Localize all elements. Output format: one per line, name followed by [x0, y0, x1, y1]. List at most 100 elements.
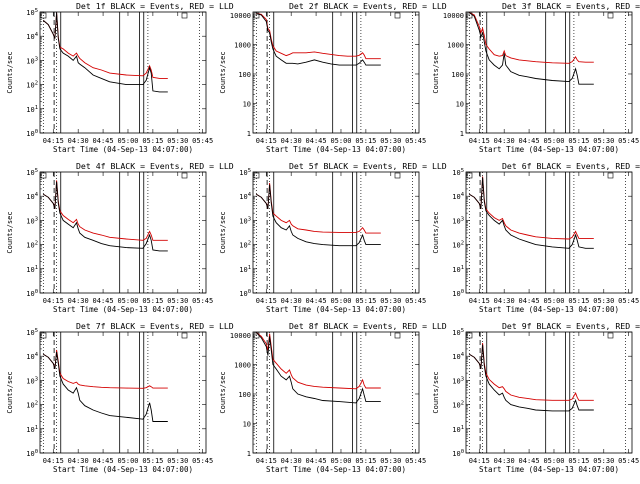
y-tick-label: 104: [452, 192, 464, 201]
plot-frame: [39, 171, 207, 294]
x-tick-label: 04:30: [281, 457, 302, 465]
y-tick-label: 1: [460, 130, 464, 138]
x-tick-label: 05:30: [167, 297, 188, 305]
x-axis-label: Start Time (04-Sep-13 04:07:00): [479, 145, 619, 154]
marker-box: [394, 12, 401, 19]
panel-title: Det 6f BLACK = Events, RED = LLD: [502, 161, 640, 171]
x-tick-label: 04:45: [93, 137, 114, 145]
y-axis-label: Counts/sec: [219, 371, 227, 413]
x-tick-label: 05:45: [405, 297, 426, 305]
y-axis-label: Counts/sec: [6, 211, 14, 253]
panel-det-2: Det 2f BLACK = Events, RED = LLD 1 10 100 10…: [219, 1, 447, 154]
x-tick-label: 05:45: [192, 137, 213, 145]
x-tick-label: 04:45: [93, 457, 114, 465]
x-axis-label: Start Time (04-Sep-13 04:07:00): [266, 465, 406, 474]
x-tick-label: 05:30: [167, 137, 188, 145]
x-tick-label: 04:45: [519, 297, 540, 305]
y-tick-label: 105: [26, 328, 38, 337]
panel-title: Det 7f BLACK = Events, RED = LLD: [76, 321, 234, 331]
panel-det-1: Det 1f BLACK = Events, RED = LLD 100 101 10…: [6, 1, 234, 154]
x-tick-label: 05:00: [543, 457, 564, 465]
y-tick-label: 100: [238, 71, 251, 79]
x-tick-label: 04:15: [256, 137, 277, 145]
x-tick-label: 05:30: [593, 297, 614, 305]
plot-frame: [465, 331, 633, 454]
plot-frame: [252, 171, 420, 294]
x-tick-label: 05:00: [330, 297, 351, 305]
series-events: [256, 184, 381, 247]
x-tick-label: 05:15: [142, 297, 163, 305]
y-axis-label: Counts/sec: [219, 51, 227, 93]
x-tick-label: 04:30: [494, 297, 515, 305]
marker-box: [394, 172, 401, 179]
panel-det-4: Det 4f BLACK = Events, RED = LLD 100 101 10…: [6, 161, 234, 314]
plot-frame: [252, 331, 420, 454]
series-lld: [469, 176, 594, 240]
x-tick-label: 04:45: [519, 137, 540, 145]
x-axis-label: Start Time (04-Sep-13 04:07:00): [479, 465, 619, 474]
plot-frame: [465, 11, 633, 134]
series-lld: [43, 180, 168, 241]
series-lld: [256, 182, 381, 234]
x-tick-label: 04:45: [519, 457, 540, 465]
x-tick-label: 04:45: [93, 297, 114, 305]
x-tick-label: 04:45: [306, 457, 327, 465]
x-tick-label: 04:30: [68, 137, 89, 145]
y-tick-label: 102: [452, 401, 464, 410]
marker-box: [181, 332, 188, 339]
y-tick-label: 100: [452, 449, 464, 458]
x-tick-label: 05:00: [330, 137, 351, 145]
panel-det-6: Det 6f BLACK = Events, RED = LLD 100 101 10…: [432, 161, 640, 314]
y-tick-label: 100: [451, 71, 464, 79]
x-tick-label: 04:15: [256, 457, 277, 465]
y-tick-label: 104: [239, 192, 251, 201]
series-lld: [43, 349, 168, 389]
x-tick-label: 05:00: [543, 137, 564, 145]
y-tick-label: 102: [239, 241, 251, 250]
series-events: [43, 181, 168, 252]
y-tick-label: 101: [26, 265, 38, 274]
y-tick-label: 101: [452, 265, 464, 274]
x-tick-label: 05:00: [330, 457, 351, 465]
panel-title: Det 9f BLACK = Events, RED = LLD: [502, 321, 640, 331]
series-lld: [256, 332, 381, 390]
x-tick-label: 05:15: [142, 457, 163, 465]
series-lld: [469, 12, 594, 64]
panel-title: Det 8f BLACK = Events, RED = LLD: [289, 321, 447, 331]
panel-title: Det 5f BLACK = Events, RED = LLD: [289, 161, 447, 171]
x-tick-label: 04:30: [494, 137, 515, 145]
x-tick-label: 04:15: [469, 137, 490, 145]
panel-title: Det 1f BLACK = Events, RED = LLD: [76, 1, 234, 11]
y-tick-label: 103: [452, 216, 464, 225]
y-tick-label: 101: [26, 105, 38, 114]
y-tick-label: 103: [26, 56, 38, 65]
plot-frame: [39, 11, 207, 134]
series-lld: [256, 13, 381, 60]
x-tick-label: 04:45: [306, 137, 327, 145]
y-tick-label: 101: [452, 425, 464, 434]
y-tick-label: 104: [452, 352, 464, 361]
x-axis-label: Start Time (04-Sep-13 04:07:00): [266, 145, 406, 154]
x-tick-label: 05:30: [593, 457, 614, 465]
x-tick-label: 05:00: [117, 457, 138, 465]
x-tick-label: 04:30: [281, 297, 302, 305]
x-tick-label: 04:15: [469, 297, 490, 305]
x-axis-label: Start Time (04-Sep-13 04:07:00): [53, 465, 193, 474]
x-tick-label: 04:30: [68, 297, 89, 305]
x-tick-label: 04:30: [281, 137, 302, 145]
y-tick-label: 100: [239, 289, 251, 298]
panel-det-7: Det 7f BLACK = Events, RED = LLD 100 101 10…: [6, 321, 234, 474]
y-tick-label: 100: [452, 289, 464, 298]
series-events: [43, 351, 168, 422]
x-tick-label: 05:45: [192, 457, 213, 465]
series-events: [43, 12, 168, 93]
x-tick-label: 05:30: [380, 137, 401, 145]
y-tick-label: 1: [247, 450, 251, 458]
y-tick-label: 103: [26, 216, 38, 225]
x-tick-label: 05:30: [167, 457, 188, 465]
y-tick-label: 10: [243, 420, 251, 428]
x-tick-label: 05:45: [405, 137, 426, 145]
y-tick-label: 10: [456, 100, 464, 108]
x-axis-label: Start Time (04-Sep-13 04:07:00): [266, 305, 406, 314]
